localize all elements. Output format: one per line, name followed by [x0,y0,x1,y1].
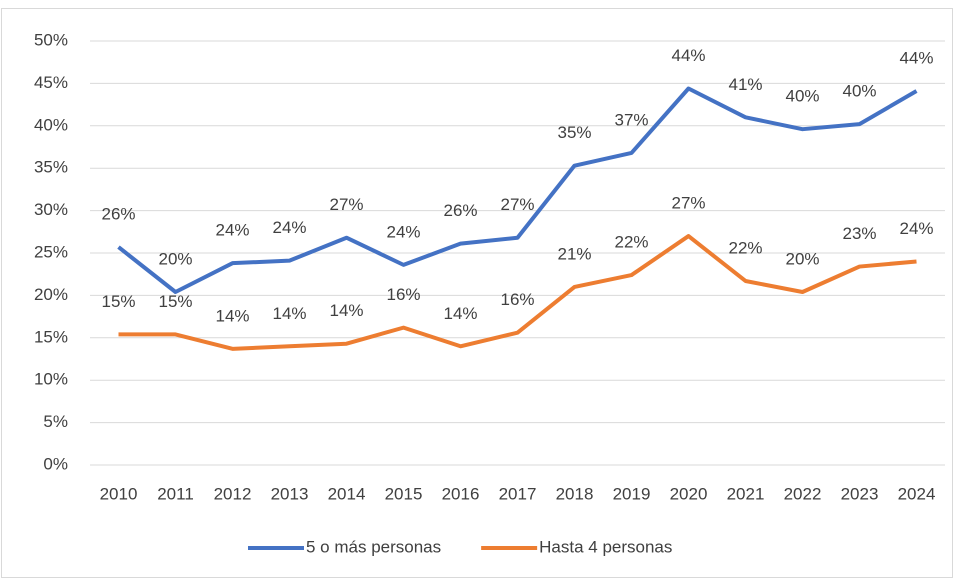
data-label: 20% [158,249,192,268]
data-label: 20% [785,249,819,268]
x-tick-label: 2016 [442,484,480,503]
data-label: 14% [272,304,306,323]
data-label: 41% [728,75,762,94]
data-label: 14% [443,304,477,323]
data-label: 40% [785,87,819,106]
data-label: 24% [899,219,933,238]
y-tick-label: 15% [34,327,68,346]
data-label: 21% [557,244,591,263]
legend-label: Hasta 4 personas [539,537,672,556]
x-tick-label: 2023 [841,484,879,503]
data-label: 16% [500,290,534,309]
x-tick-label: 2010 [100,484,138,503]
y-tick-label: 0% [43,454,68,473]
data-label: 35% [557,123,591,142]
data-label: 26% [101,205,135,224]
data-label: 44% [671,46,705,65]
y-tick-label: 25% [34,242,68,261]
data-label: 22% [728,238,762,257]
data-label: 44% [899,49,933,68]
y-tick-label: 45% [34,73,68,92]
y-tick-label: 40% [34,115,68,134]
y-tick-label: 50% [34,30,68,49]
data-label: 14% [215,306,249,325]
data-label: 22% [614,233,648,252]
legend-label: 5 o más personas [306,537,441,556]
x-tick-label: 2022 [784,484,822,503]
data-label: 24% [386,222,420,241]
x-tick-label: 2020 [670,484,708,503]
data-label: 24% [215,221,249,240]
data-label: 15% [158,292,192,311]
x-tick-label: 2021 [727,484,765,503]
x-tick-label: 2012 [214,484,252,503]
y-tick-label: 10% [34,370,68,389]
y-tick-label: 5% [43,412,68,431]
data-label: 27% [329,195,363,214]
y-tick-label: 20% [34,285,68,304]
x-tick-label: 2013 [271,484,309,503]
x-tick-label: 2014 [328,484,366,503]
data-label: 40% [842,82,876,101]
data-label: 37% [614,110,648,129]
y-tick-label: 30% [34,200,68,219]
y-tick-label: 35% [34,158,68,177]
chart-border [1,8,953,578]
data-label: 23% [842,224,876,243]
x-tick-label: 2011 [157,484,194,503]
data-label: 16% [386,285,420,304]
data-label: 27% [671,194,705,213]
x-tick-label: 2019 [613,484,651,503]
data-label: 24% [272,218,306,237]
x-tick-label: 2015 [385,484,423,503]
data-label: 26% [443,201,477,220]
series-line [117,86,918,295]
data-label: 15% [101,292,135,311]
data-label: 14% [329,301,363,320]
data-label: 27% [500,195,534,214]
series-line [118,234,917,351]
x-tick-label: 2024 [898,484,936,503]
x-tick-label: 2018 [556,484,594,503]
x-tick-label: 2017 [499,484,537,503]
